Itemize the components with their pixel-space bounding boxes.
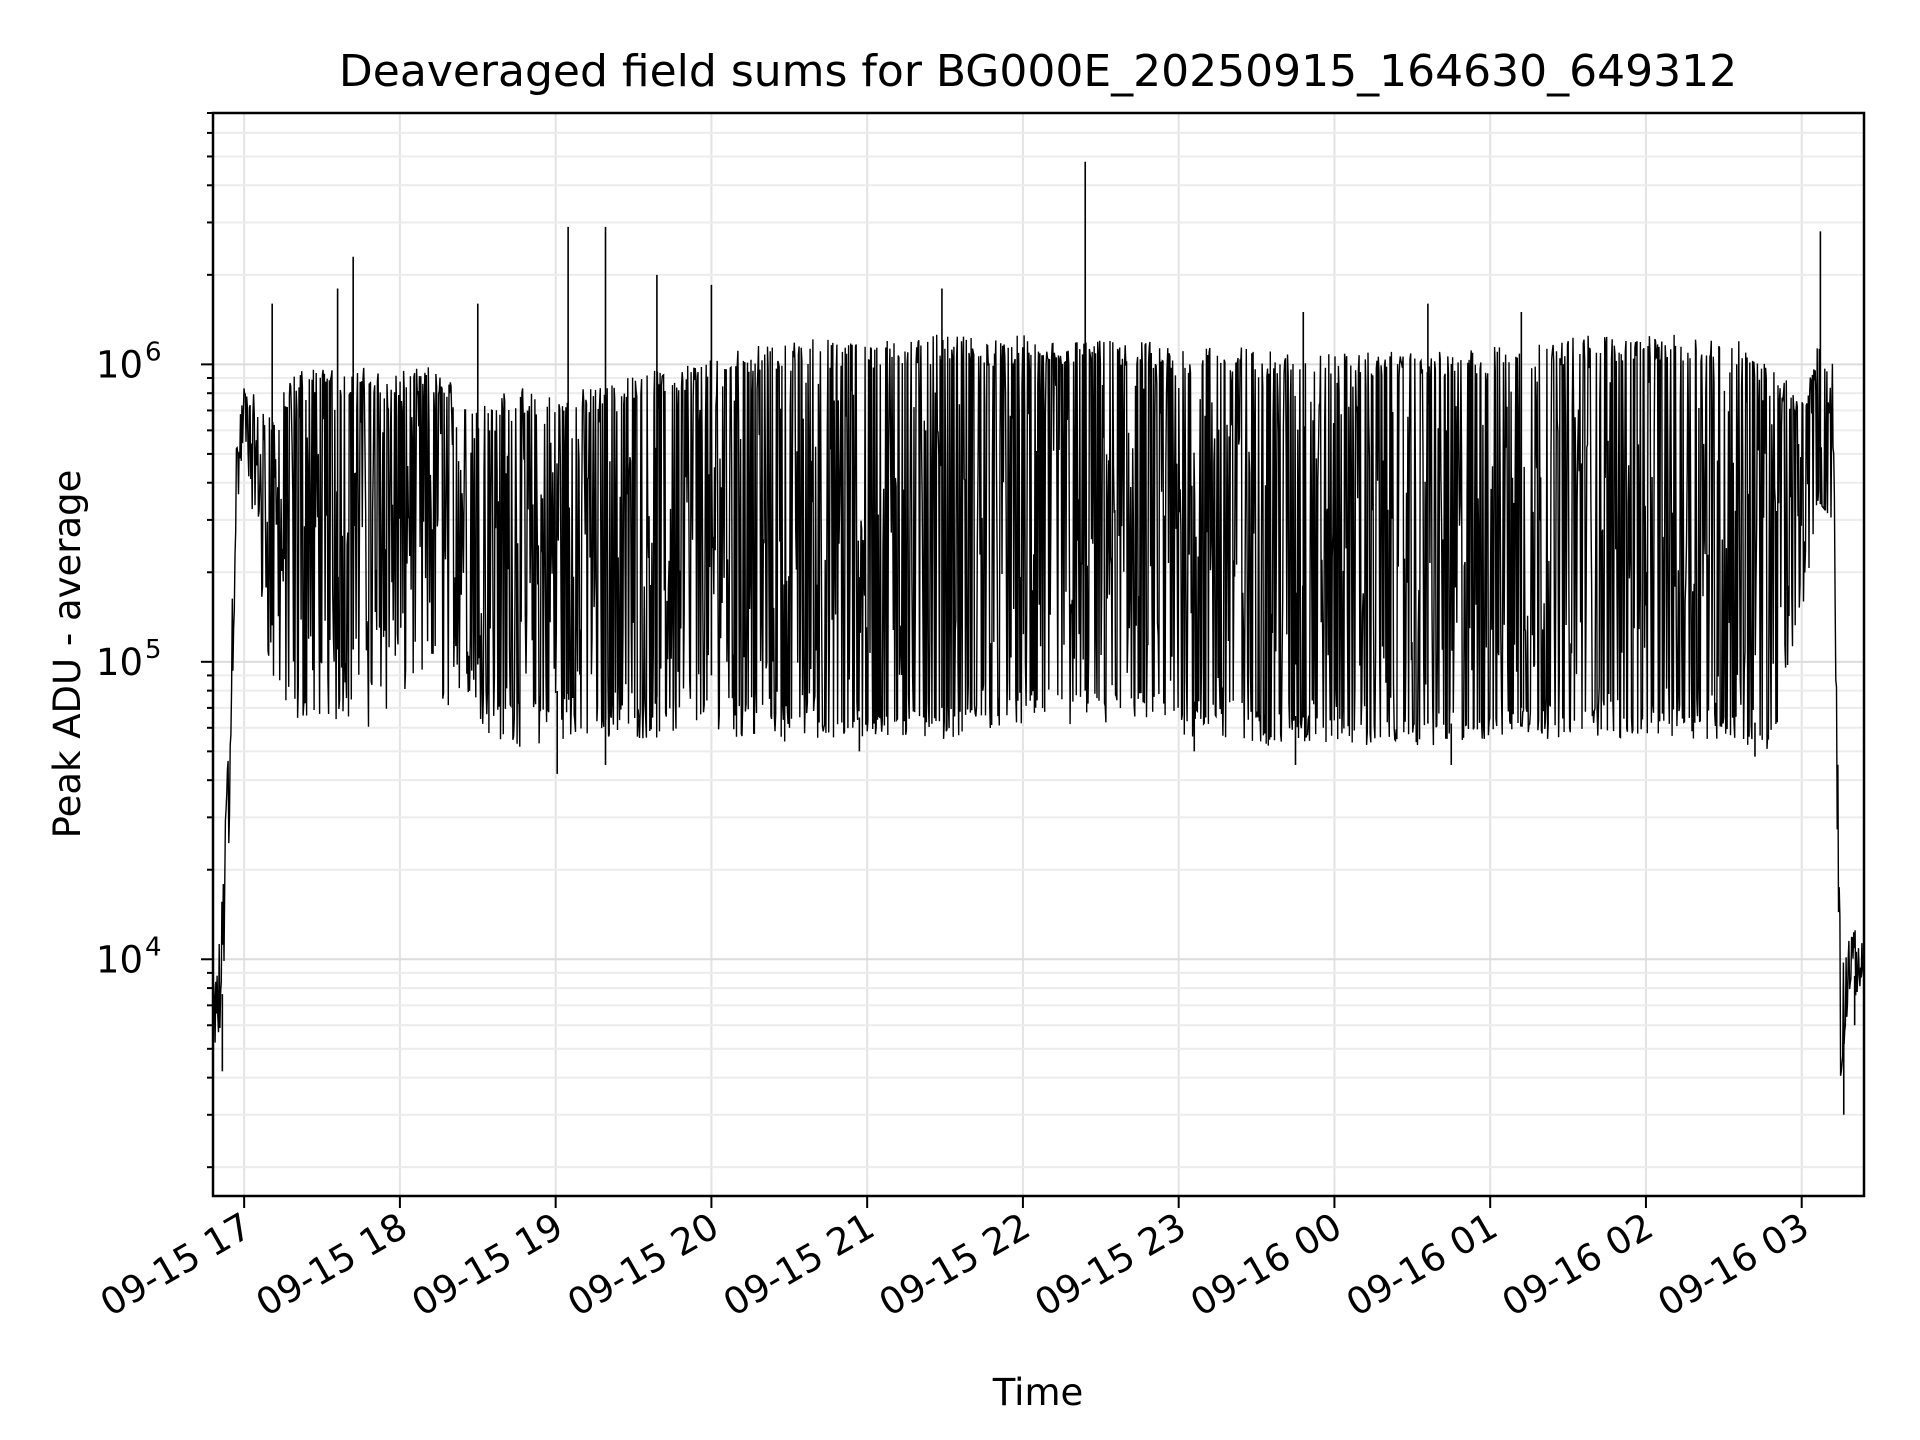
chart-title: Deaveraged field sums for BG000E_2025091… <box>339 46 1737 97</box>
y-tick-label: 10 4 <box>96 932 162 981</box>
x-tick-label: 09-15 21 <box>716 1205 882 1325</box>
x-tick-label: 09-16 01 <box>1339 1205 1505 1325</box>
x-tick-label: 09-15 19 <box>405 1205 571 1325</box>
x-tick-label: 09-15 20 <box>560 1205 726 1325</box>
y-tick-base: 10 <box>96 343 143 386</box>
grid <box>213 112 1864 1196</box>
series-line <box>212 161 1865 1115</box>
x-tick-label: 09-16 03 <box>1651 1205 1817 1325</box>
y-tick-label: 10 6 <box>96 337 162 386</box>
plot-frame <box>211 111 1866 1198</box>
y-tick-exponent: 5 <box>145 635 162 665</box>
y-axis-label: Peak ADU - average <box>46 470 89 839</box>
y-tick-base: 10 <box>96 641 143 684</box>
x-tick-label: 09-15 22 <box>872 1205 1038 1325</box>
x-tick-label: 09-15 18 <box>249 1205 415 1325</box>
y-tick-exponent: 6 <box>145 337 162 367</box>
x-axis-label: Time <box>992 1371 1084 1414</box>
x-tick-label: 09-16 02 <box>1495 1205 1661 1325</box>
series-trace <box>212 334 1865 1076</box>
y-tick-exponent: 4 <box>145 932 162 962</box>
y-tick-label: 10 5 <box>96 635 162 684</box>
x-tick-label: 09-15 23 <box>1028 1205 1194 1325</box>
y-tick-base: 10 <box>96 938 143 981</box>
x-tick-label: 09-15 17 <box>93 1205 259 1325</box>
x-tick-label: 09-16 00 <box>1183 1205 1349 1325</box>
